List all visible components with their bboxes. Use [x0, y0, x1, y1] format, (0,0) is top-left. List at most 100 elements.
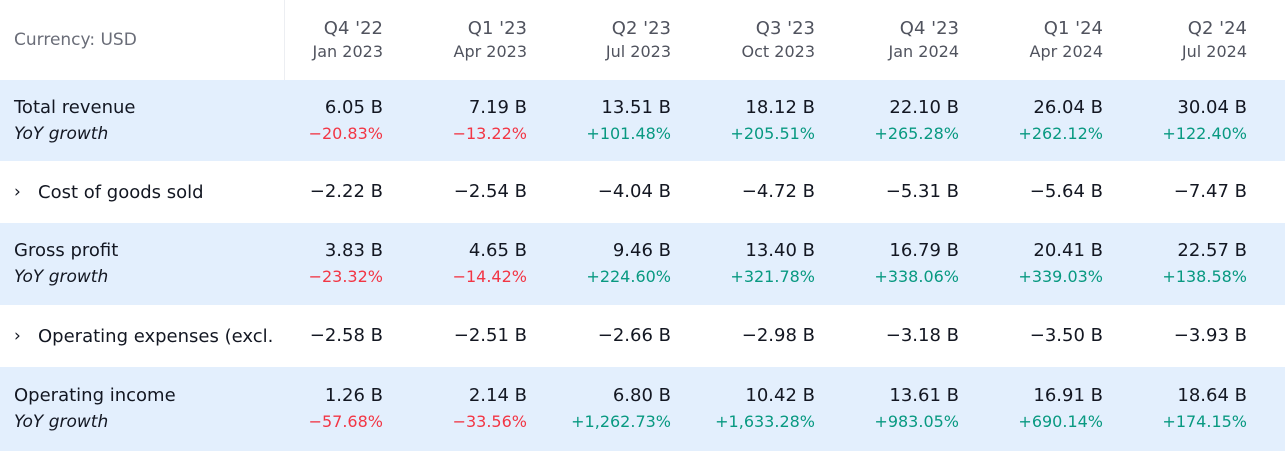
value: −5.31 B — [885, 181, 959, 202]
period-header: Q2 '23 Jul 2023 — [527, 0, 671, 80]
value-cell: 2.14 B −33.56% — [383, 367, 527, 451]
value-cell: 13.51 B +101.48% — [527, 80, 671, 161]
table-row-gross-profit: Gross profit YoY growth 3.83 B −23.32% 4.… — [0, 223, 1285, 305]
value: 18.64 B — [1177, 385, 1247, 406]
value-cell: −3.18 B — [815, 305, 959, 367]
period-quarter: Q4 '23 — [899, 18, 959, 39]
value-cell: 13.61 B +983.05% — [815, 367, 959, 451]
value-cell: 26.04 B +262.12% — [959, 80, 1103, 161]
row-label: Operating income YoY growth — [0, 367, 285, 451]
period-quarter: Q1 '23 — [467, 18, 527, 39]
value: 26.04 B — [1033, 96, 1103, 118]
period-date: Apr 2023 — [453, 42, 527, 61]
period-header: Q1 '24 Apr 2024 — [959, 0, 1103, 80]
value: −7.47 B — [1173, 181, 1247, 202]
value: −4.04 B — [597, 181, 671, 202]
metric-name: Total revenue — [14, 96, 136, 118]
value: −5.64 B — [1029, 181, 1103, 202]
chevron-right-icon[interactable]: › — [14, 326, 21, 346]
metric-sub-label: YoY growth — [14, 123, 109, 144]
value: 7.19 B — [468, 96, 527, 118]
period-header: Q4 '23 Jan 2024 — [815, 0, 959, 80]
period-quarter: Q1 '24 — [1043, 18, 1103, 39]
row-label: Total revenue YoY growth — [0, 80, 285, 161]
table-row-operating-expenses[interactable]: › Operating expenses (excl. −2.58 B −2.5… — [0, 305, 1285, 367]
growth-value: +321.78% — [730, 267, 815, 286]
period-quarter: Q4 '22 — [323, 18, 383, 39]
expand-toggle[interactable]: › Cost of goods sold — [14, 182, 285, 203]
value-cell: 9.46 B +224.60% — [527, 223, 671, 305]
value: 13.40 B — [745, 240, 815, 261]
growth-value: +1,633.28% — [715, 412, 815, 431]
currency-cell: Currency: USD — [0, 0, 285, 80]
value-cell: 20.41 B +339.03% — [959, 223, 1103, 305]
metric-sub-label: YoY growth — [14, 267, 109, 287]
value-cell: −3.50 B — [959, 305, 1103, 367]
value-cell: 16.91 B +690.14% — [959, 367, 1103, 451]
period-date: Jan 2024 — [888, 42, 959, 61]
value: 20.41 B — [1033, 240, 1103, 261]
period-header: Q1 '23 Apr 2023 — [383, 0, 527, 80]
table-header: Currency: USD Q4 '22 Jan 2023 Q1 '23 Apr… — [0, 0, 1285, 80]
value-cell: 6.05 B −20.83% — [285, 80, 383, 161]
growth-value: −57.68% — [308, 412, 383, 431]
value: 22.57 B — [1177, 240, 1247, 261]
value-cell: 16.79 B +338.06% — [815, 223, 959, 305]
period-quarter: Q2 '23 — [611, 18, 671, 39]
value: 4.65 B — [468, 240, 527, 261]
value-cell: 7.19 B −13.22% — [383, 80, 527, 161]
value: −2.58 B — [309, 325, 383, 346]
growth-value: +339.03% — [1018, 267, 1103, 286]
period-quarter: Q2 '24 — [1187, 18, 1247, 39]
value: 22.10 B — [889, 96, 959, 118]
row-label[interactable]: › Operating expenses (excl. — [0, 305, 285, 367]
value: 3.83 B — [324, 240, 383, 261]
period-date: Jan 2023 — [312, 42, 383, 61]
value: 1.26 B — [324, 385, 383, 406]
growth-value: −20.83% — [308, 123, 383, 143]
value-cell: −2.58 B — [285, 305, 383, 367]
value-cell: 13.40 B +321.78% — [671, 223, 815, 305]
value-cell: 1.26 B −57.68% — [285, 367, 383, 451]
value: 10.42 B — [745, 385, 815, 406]
value: 9.46 B — [612, 240, 671, 261]
growth-value: +265.28% — [874, 123, 959, 143]
value-cell: −3.93 B — [1103, 305, 1247, 367]
value-cell: −4.04 B — [527, 161, 671, 223]
value-cell: 10.42 B +1,633.28% — [671, 367, 815, 451]
value-cell: 4.65 B −14.42% — [383, 223, 527, 305]
table-row-total-revenue: Total revenue YoY growth 6.05 B −20.83% 7… — [0, 80, 1285, 161]
metric-name: Operating income — [14, 385, 176, 406]
growth-value: +983.05% — [874, 412, 959, 431]
value: −3.18 B — [885, 325, 959, 346]
value-cell: −7.47 B — [1103, 161, 1247, 223]
value-cell: 18.12 B +205.51% — [671, 80, 815, 161]
growth-value: +174.15% — [1162, 412, 1247, 431]
expand-toggle[interactable]: › Operating expenses (excl. — [14, 326, 285, 347]
value-cell: −2.51 B — [383, 305, 527, 367]
value: 6.80 B — [612, 385, 671, 406]
metric-name: Gross profit — [14, 240, 119, 261]
metric-name: Operating expenses (excl. — [38, 325, 274, 347]
row-label: Gross profit YoY growth — [0, 223, 285, 305]
value-cell: 3.83 B −23.32% — [285, 223, 383, 305]
value: −2.66 B — [597, 325, 671, 346]
value-cell: 30.04 B +122.40% — [1103, 80, 1247, 161]
growth-value: +338.06% — [874, 267, 959, 286]
row-label[interactable]: › Cost of goods sold — [0, 161, 285, 223]
table-row-cost-of-goods-sold[interactable]: › Cost of goods sold −2.22 B −2.54 B −4.… — [0, 161, 1285, 223]
chevron-right-icon[interactable]: › — [14, 182, 21, 202]
period-date: Jul 2024 — [1181, 42, 1247, 61]
value: 13.61 B — [889, 385, 959, 406]
value: −3.93 B — [1173, 325, 1247, 346]
value: 2.14 B — [468, 385, 527, 406]
value-cell: −2.66 B — [527, 305, 671, 367]
growth-value: +101.48% — [586, 123, 671, 143]
growth-value: +205.51% — [730, 123, 815, 143]
growth-value: +1,262.73% — [571, 412, 671, 431]
value: −2.98 B — [741, 325, 815, 346]
value: 30.04 B — [1177, 96, 1247, 118]
value-cell: −2.54 B — [383, 161, 527, 223]
period-date: Oct 2023 — [741, 42, 815, 61]
value: 18.12 B — [745, 96, 815, 118]
